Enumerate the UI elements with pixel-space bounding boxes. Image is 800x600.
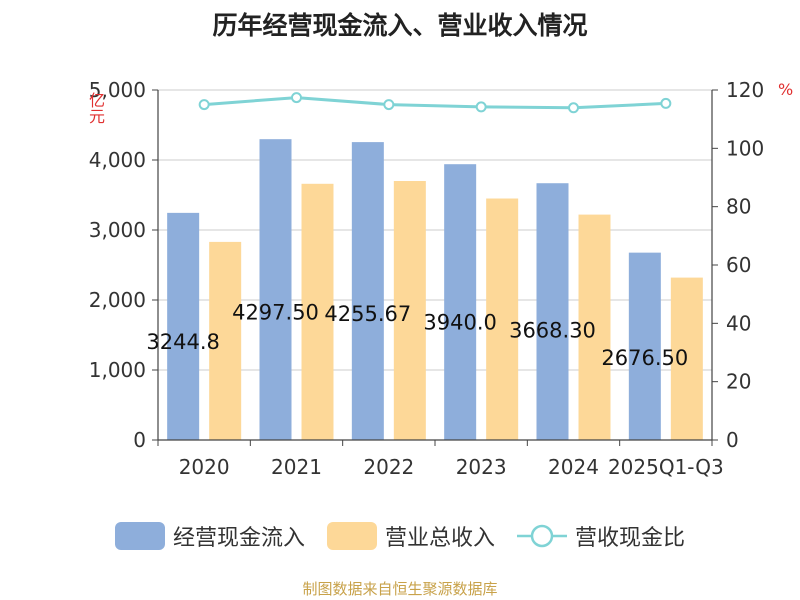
left-axis-tick-label: 1,000 (89, 358, 146, 382)
bar-cash-inflow (259, 139, 292, 441)
source-note: 制图数据来自恒生聚源数据库 (302, 580, 498, 598)
x-axis-tick-label: 2021 (271, 455, 322, 479)
legend-item-ratio[interactable]: 营收现金比 (517, 520, 685, 552)
bar-revenue (393, 181, 426, 440)
legend: 经营现金流入 营业总收入 营收现金比 (0, 516, 800, 556)
right-axis-tick-label: 100 (726, 136, 764, 160)
chart-title: 历年经营现金流入、营业收入情况 (212, 11, 588, 40)
left-axis-unit: 亿元 (86, 92, 105, 124)
bar-revenue (670, 277, 703, 440)
x-axis-tick-label: 2023 (456, 455, 507, 479)
legend-label-cash-inflow: 经营现金流入 (172, 526, 305, 551)
left-axis-tick-label: 3,000 (89, 218, 146, 242)
ratio-point (383, 99, 395, 111)
data-label-cash-inflow: 2676.50 (601, 346, 688, 370)
legend-swatch-revenue (326, 522, 377, 550)
legend-label-revenue: 营业总收入 (384, 526, 495, 551)
right-axis-tick-label: 60 (726, 253, 751, 277)
legend-item-revenue[interactable]: 营业总收入 (326, 520, 495, 552)
bar-revenue (486, 198, 519, 440)
ratio-point (660, 97, 672, 109)
right-axis-unit: % (778, 80, 794, 99)
bar-cash-inflow (167, 212, 200, 440)
ratio-point (568, 102, 579, 114)
left-axis-tick-label: 0 (133, 428, 146, 452)
ratio-point (198, 99, 210, 111)
ratio-line (204, 96, 666, 110)
x-axis-tick-label: 2020 (179, 455, 230, 479)
legend-swatch-cash-inflow (114, 522, 165, 550)
data-label-cash-inflow: 3668.30 (509, 318, 596, 342)
data-label-cash-inflow: 4255.67 (324, 302, 411, 326)
x-axis-tick-label: 2022 (363, 455, 414, 479)
right-axis-tick-label: 0 (726, 428, 739, 452)
data-label-cash-inflow: 3244.8 (146, 330, 219, 354)
data-label-cash-inflow: 3940.0 (423, 311, 496, 335)
bar-revenue (578, 214, 611, 440)
right-axis-tick-label: 80 (726, 195, 751, 219)
bar-cash-inflow (628, 252, 661, 440)
legend-label-ratio: 营收现金比 (575, 526, 686, 551)
x-axis-tick-label: 2024 (548, 455, 599, 479)
bar-cash-inflow (444, 164, 477, 440)
right-axis-tick-label: 40 (726, 311, 751, 335)
left-axis-tick-label: 5,000 (89, 78, 146, 102)
right-axis-tick-label: 120 (726, 78, 764, 102)
bar-revenue (301, 183, 334, 441)
right-axis-tick-label: 20 (726, 370, 751, 394)
left-axis-tick-label: 2,000 (89, 288, 146, 312)
bar-cash-inflow (351, 142, 384, 440)
data-label-cash-inflow: 4297.50 (232, 301, 319, 325)
legend-line-ratio-icon (517, 524, 567, 548)
left-axis-tick-label: 4,000 (89, 148, 146, 172)
x-axis-tick-label: 2025Q1-Q3 (608, 455, 724, 479)
ratio-point (291, 92, 302, 104)
bar-cash-inflow (536, 183, 569, 440)
bar-revenue (209, 241, 242, 440)
ratio-point (475, 101, 487, 113)
legend-item-cash-inflow[interactable]: 经营现金流入 (114, 520, 305, 552)
